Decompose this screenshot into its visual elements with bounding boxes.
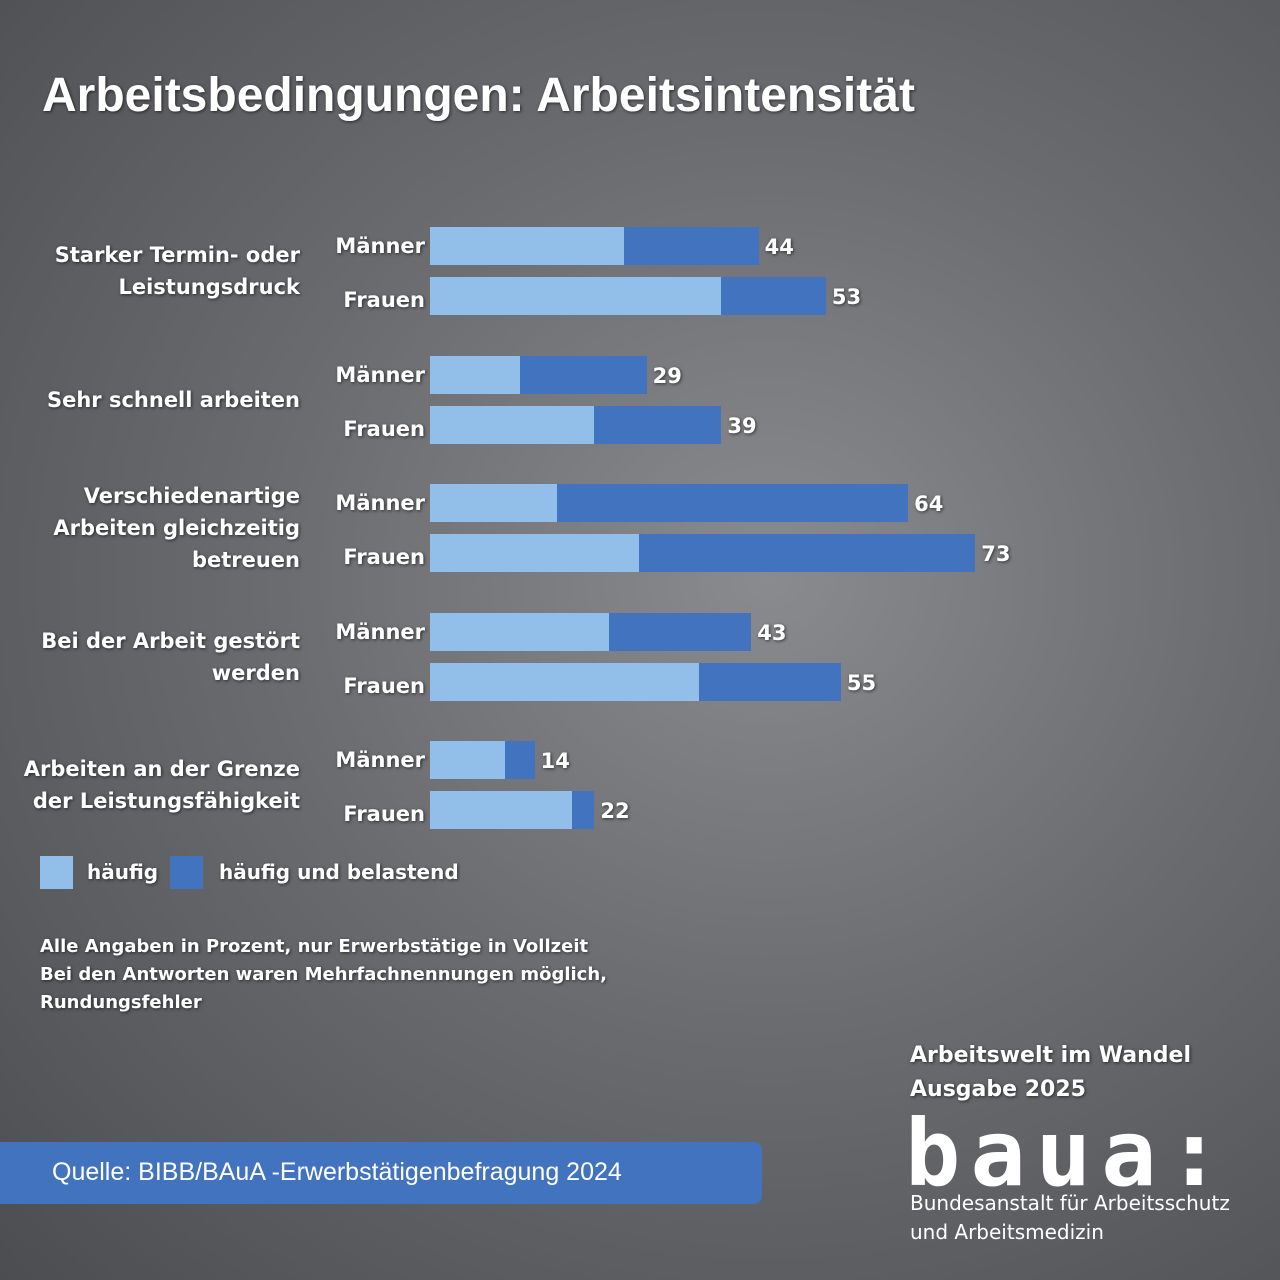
row-label: Frauen bbox=[343, 673, 425, 698]
data-label: 22 bbox=[600, 799, 630, 823]
data-label: 44 bbox=[764, 235, 794, 259]
row-label: Männer bbox=[335, 362, 425, 387]
note: Alle Angaben in Prozent, nur Erwerbstäti… bbox=[40, 936, 589, 957]
chart-title: Arbeitsbedingungen: Arbeitsintensität bbox=[42, 69, 915, 122]
legend-label: häufig und belastend bbox=[219, 860, 459, 884]
data-label: 29 bbox=[652, 363, 682, 388]
publication: Arbeitswelt im Wandel bbox=[910, 1043, 1191, 1068]
legend-swatch bbox=[170, 856, 203, 889]
row-label: Frauen bbox=[343, 288, 425, 312]
bar-segment bbox=[430, 227, 625, 265]
bar-segment bbox=[430, 484, 557, 522]
bar-segment bbox=[430, 791, 572, 829]
row-label: Frauen bbox=[343, 545, 425, 569]
bar-segment bbox=[430, 534, 640, 572]
row-label: Männer bbox=[335, 619, 425, 644]
logo: baua: bbox=[905, 1100, 1232, 1207]
group-label: Starker Termin- oder Leistungsdruck bbox=[54, 243, 300, 299]
data-label: 64 bbox=[914, 492, 944, 516]
row-label: Männer bbox=[335, 748, 425, 772]
data-label: 55 bbox=[846, 670, 877, 695]
data-label: 43 bbox=[757, 620, 787, 645]
row-label: Frauen bbox=[343, 416, 425, 441]
data-label: 73 bbox=[981, 542, 1011, 566]
row-label: Männer bbox=[335, 491, 425, 515]
bar-segment bbox=[639, 534, 976, 572]
bar-segment bbox=[430, 277, 722, 315]
group-label: Sehr schnell arbeiten bbox=[46, 387, 300, 412]
bar-segment bbox=[594, 405, 722, 444]
note: Bei den Antworten waren Mehrfachnennunge… bbox=[40, 964, 607, 985]
legend-swatch bbox=[40, 856, 73, 889]
source: Quelle: BIBB/BAuA -Erwerbstätigenbefragu… bbox=[52, 1158, 622, 1186]
group-label: Bei der Arbeit gestört werden bbox=[41, 628, 300, 685]
source-box bbox=[0, 1142, 762, 1204]
bar-segment bbox=[430, 612, 610, 651]
bar-segment bbox=[430, 355, 520, 394]
bar-segment bbox=[430, 405, 595, 444]
publisher: und Arbeitsmedizin bbox=[910, 1220, 1104, 1244]
note: Rundungsfehler bbox=[40, 992, 202, 1013]
row-label: Männer bbox=[335, 234, 425, 258]
bar-segment bbox=[698, 662, 841, 701]
row-label: Frauen bbox=[343, 802, 425, 826]
bar-segment bbox=[430, 662, 699, 701]
legend-label: häufig bbox=[87, 860, 159, 884]
bar-segment bbox=[571, 791, 595, 829]
group-label: Verschiedenartige Arbeiten gleichzeitig … bbox=[53, 484, 300, 572]
data-label: 53 bbox=[831, 285, 862, 309]
bar-segment bbox=[504, 741, 535, 779]
data-label: 14 bbox=[540, 749, 570, 773]
publication: Ausgabe 2025 bbox=[910, 1077, 1086, 1102]
bar-segment bbox=[609, 612, 752, 651]
bar-segment bbox=[721, 277, 826, 315]
bar-segment bbox=[556, 484, 909, 522]
publisher: Bundesanstalt für Arbeitsschutz bbox=[910, 1191, 1230, 1215]
group-label: Arbeiten an der Grenze der Leistungsfähi… bbox=[23, 757, 300, 813]
data-label: 39 bbox=[727, 413, 757, 438]
bar-segment bbox=[430, 741, 505, 779]
bar-segment bbox=[624, 227, 759, 265]
bar-segment bbox=[519, 355, 647, 394]
